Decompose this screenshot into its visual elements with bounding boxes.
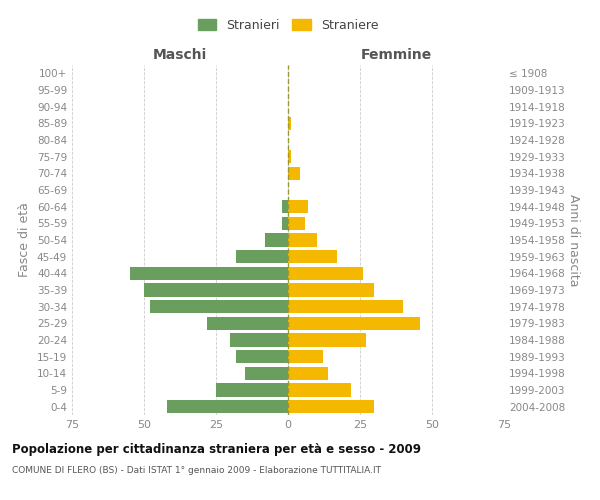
Y-axis label: Anni di nascita: Anni di nascita: [566, 194, 580, 286]
Text: Femmine: Femmine: [361, 48, 431, 62]
Bar: [288, 166, 299, 180]
Bar: [288, 384, 352, 396]
Bar: [208, 316, 288, 330]
Bar: [150, 300, 288, 314]
Y-axis label: Fasce di età: Fasce di età: [19, 202, 31, 278]
Bar: [167, 400, 288, 413]
Bar: [288, 284, 374, 296]
Bar: [236, 350, 288, 364]
Bar: [288, 366, 328, 380]
Bar: [144, 284, 288, 296]
Bar: [230, 334, 288, 346]
Bar: [288, 150, 291, 164]
Bar: [288, 300, 403, 314]
Text: Popolazione per cittadinanza straniera per età e sesso - 2009: Popolazione per cittadinanza straniera p…: [12, 442, 421, 456]
Bar: [288, 234, 317, 246]
Bar: [282, 216, 288, 230]
Bar: [236, 250, 288, 264]
Bar: [288, 350, 323, 364]
Legend: Stranieri, Straniere: Stranieri, Straniere: [193, 14, 383, 37]
Bar: [288, 216, 305, 230]
Bar: [282, 200, 288, 213]
Bar: [130, 266, 288, 280]
Bar: [288, 250, 337, 264]
Bar: [265, 234, 288, 246]
Bar: [245, 366, 288, 380]
Bar: [288, 116, 291, 130]
Bar: [288, 334, 366, 346]
Text: COMUNE DI FLERO (BS) - Dati ISTAT 1° gennaio 2009 - Elaborazione TUTTITALIA.IT: COMUNE DI FLERO (BS) - Dati ISTAT 1° gen…: [12, 466, 381, 475]
Bar: [288, 400, 374, 413]
Bar: [216, 384, 288, 396]
Text: Maschi: Maschi: [153, 48, 207, 62]
Bar: [288, 200, 308, 213]
Bar: [288, 266, 363, 280]
Bar: [288, 316, 421, 330]
